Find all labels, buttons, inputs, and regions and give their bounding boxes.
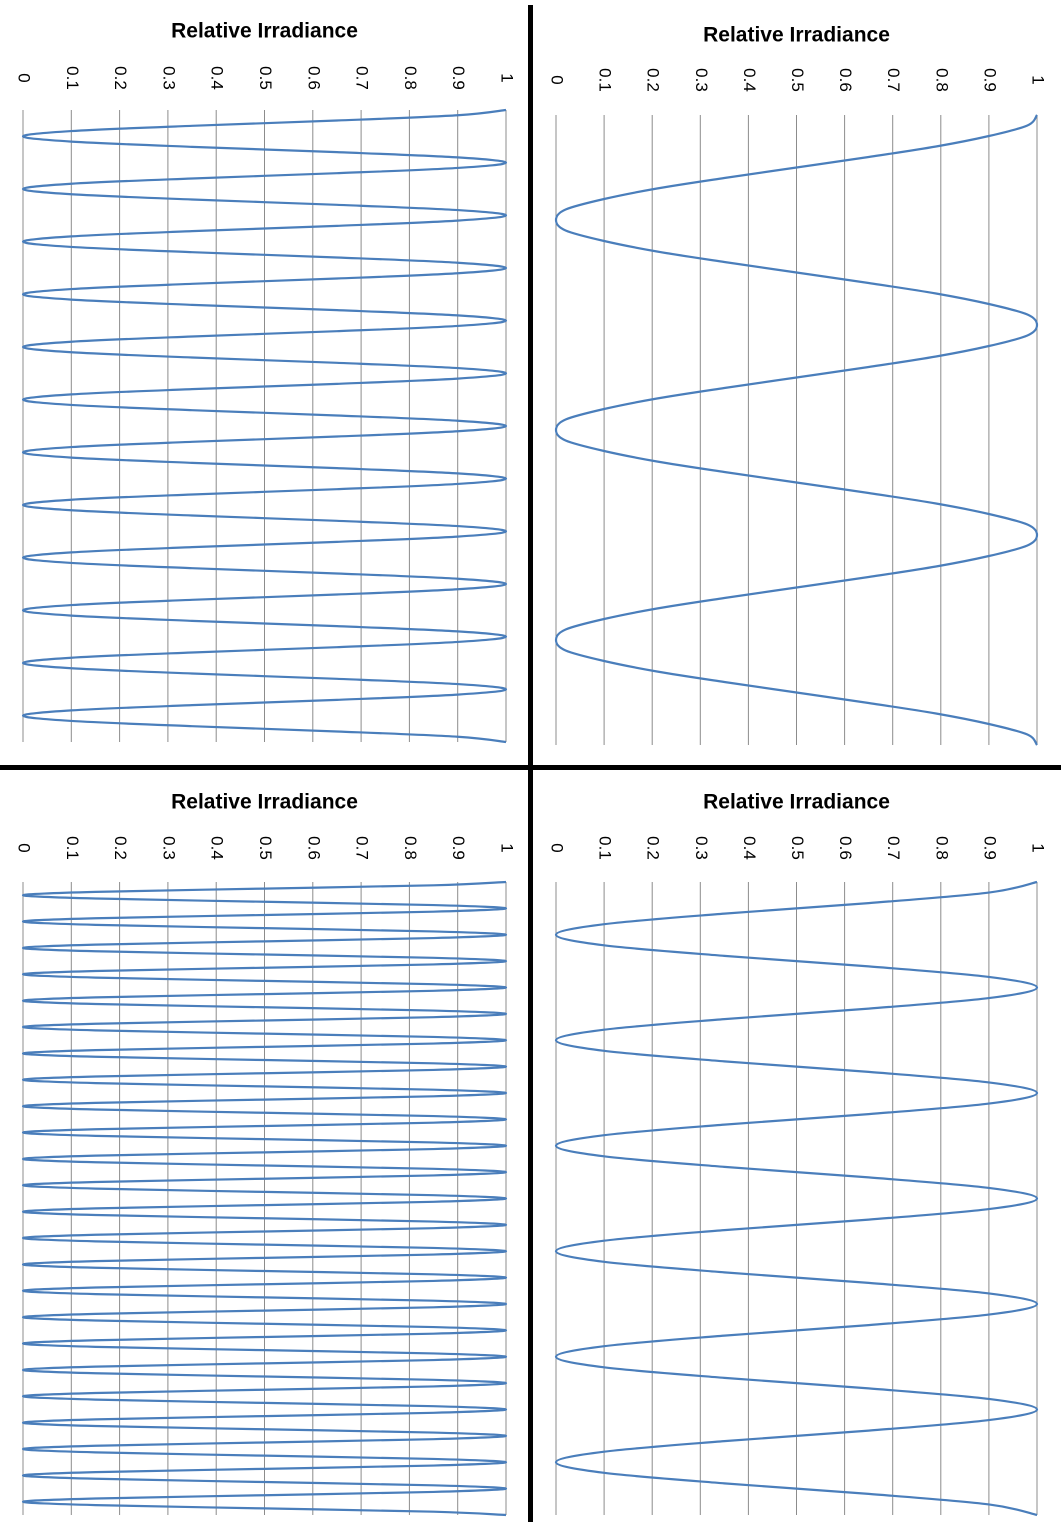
axis-title: Relative Irradiance (703, 24, 890, 47)
irradiance-line (21, 108, 508, 744)
value-tick-label: 0.6 (836, 836, 855, 860)
value-tick-label: 0.6 (304, 836, 323, 860)
value-tick-label: 0.7 (353, 66, 372, 90)
irradiance-line (554, 880, 1039, 1517)
value-tick-label: 0.6 (836, 68, 855, 92)
irradiance-line (554, 114, 1039, 746)
value-tick-label: 0.9 (449, 836, 468, 860)
value-tick-label: 0.5 (788, 836, 807, 860)
value-tick-label: 0.5 (788, 68, 807, 92)
value-tick-label: 0.9 (980, 836, 999, 860)
value-tick-label: 0 (15, 73, 34, 82)
value-tick-label: 0.4 (740, 836, 759, 860)
value-tick-label: 0.4 (208, 836, 227, 860)
value-tick-label: 0.5 (256, 66, 275, 90)
value-tick-label: 0.1 (596, 836, 615, 860)
value-tick-label: 0 (15, 843, 34, 852)
value-tick-label: 0.2 (644, 68, 663, 92)
value-tick-label: 1 (1029, 75, 1048, 84)
value-tick-label: 0 (548, 75, 567, 84)
value-tick-label: 0.3 (159, 836, 178, 860)
value-tick-label: 0.2 (111, 836, 130, 860)
value-tick-label: 0.9 (449, 66, 468, 90)
horizontal-divider (0, 765, 1061, 770)
axis-title: Relative Irradiance (171, 20, 358, 43)
value-tick-label: 0.3 (692, 836, 711, 860)
value-tick-label: 0 (548, 843, 567, 852)
irradiance-line (21, 880, 508, 1517)
value-tick-label: 0.7 (884, 836, 903, 860)
value-tick-label: 0.1 (596, 68, 615, 92)
value-tick-label: 0.9 (980, 68, 999, 92)
value-tick-label: 0.8 (932, 68, 951, 92)
value-tick-label: 0.3 (159, 66, 178, 90)
value-tick-label: 0.4 (208, 66, 227, 90)
value-tick-label: 0.7 (353, 836, 372, 860)
value-tick-label: 0.2 (644, 836, 663, 860)
value-tick-label: 1 (1029, 843, 1048, 852)
axis-title: Relative Irradiance (171, 791, 358, 814)
vertical-divider (528, 5, 533, 1522)
value-tick-label: 0.8 (401, 66, 420, 90)
value-tick-label: 1 (498, 73, 517, 82)
value-tick-label: 0.8 (932, 836, 951, 860)
value-tick-label: 0.6 (304, 66, 323, 90)
value-tick-label: 0.1 (63, 66, 82, 90)
value-tick-label: 0.8 (401, 836, 420, 860)
value-tick-label: 1 (498, 843, 517, 852)
value-tick-label: 0.5 (256, 836, 275, 860)
value-tick-label: 0.2 (111, 66, 130, 90)
value-tick-label: 0.1 (63, 836, 82, 860)
value-tick-label: 0.4 (740, 68, 759, 92)
value-tick-label: 0.7 (884, 68, 903, 92)
axis-title: Relative Irradiance (703, 791, 890, 814)
value-tick-label: 0.3 (692, 68, 711, 92)
